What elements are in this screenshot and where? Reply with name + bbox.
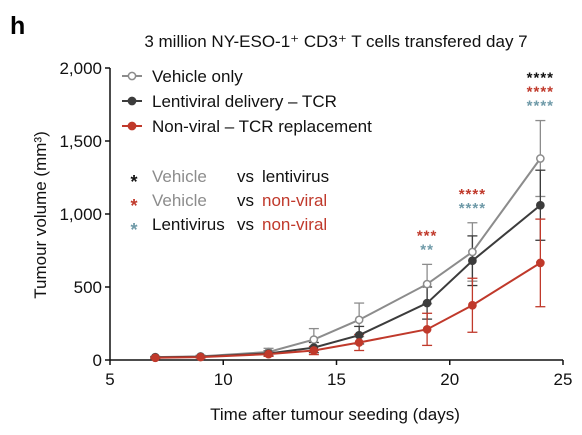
legend-label: Vehicle only	[152, 67, 243, 86]
data-point	[536, 154, 545, 163]
error-bars	[150, 119, 546, 360]
significance-stars: ***	[417, 227, 438, 244]
significance-key-star: *	[130, 172, 137, 192]
data-point	[536, 258, 545, 268]
series-line	[155, 262, 541, 359]
data-point	[468, 247, 477, 257]
data-point	[468, 256, 477, 266]
data-point	[422, 324, 432, 334]
significance-key-group-a: Lentivirus	[152, 215, 225, 234]
significance-key-group-b: lentivirus	[262, 167, 329, 186]
significance-key-star: *	[130, 220, 137, 240]
y-axis-label: Tumour volume (mm³)	[31, 131, 50, 299]
legend-label: Lentiviral delivery – TCR	[152, 92, 337, 111]
x-axis-label: Time after tumour seeding (days)	[210, 405, 460, 424]
legend-label: Non-viral – TCR replacement	[152, 117, 372, 136]
significance-stars: ****	[527, 84, 554, 101]
significance-key-group-b: non-viral	[262, 215, 327, 234]
x-tick-label: 10	[214, 370, 233, 389]
significance-key-vs: vs	[237, 167, 254, 186]
data-point	[422, 279, 432, 289]
significance-key-group-a: Vehicle	[152, 167, 207, 186]
significance-key-star: *	[130, 196, 137, 216]
significance-key-vs: vs	[237, 191, 254, 210]
significance-stars: ****	[459, 186, 486, 203]
significance-stars: ****	[459, 200, 486, 217]
legend-swatch-marker	[127, 96, 137, 106]
series-lines	[155, 157, 542, 359]
data-point	[354, 315, 364, 325]
data-point	[150, 353, 160, 363]
panel-label: h	[10, 12, 25, 40]
x-tick-label: 20	[440, 370, 459, 389]
data-point	[422, 298, 432, 308]
data-point	[309, 335, 319, 344]
x-tick-label: 15	[327, 370, 346, 389]
data-point	[468, 300, 477, 310]
x-tick-label: 25	[554, 370, 573, 389]
significance-stars: ****	[527, 98, 554, 115]
data-point	[536, 200, 545, 210]
data-point	[264, 349, 273, 359]
legend: Vehicle only Lentiviral delivery – TCR Non…	[122, 67, 372, 136]
data-point	[354, 330, 364, 340]
significance-key: * Vehicle vs lentivirus * Vehicle vs non-viral *…	[130, 167, 329, 240]
y-tick-label: 500	[74, 278, 102, 297]
y-tick-label: 1,000	[59, 205, 102, 224]
significance-annotations: *************************	[417, 70, 554, 259]
significance-key-group-a: Vehicle	[152, 191, 207, 210]
y-tick-label: 2,000	[59, 59, 102, 78]
data-point	[309, 346, 319, 355]
significance-key-group-b: non-viral	[262, 191, 327, 210]
data-point	[354, 338, 364, 347]
data-point	[196, 352, 205, 362]
axes: 5 10 15 20 25 0 500 1,000 1,500 2,000	[59, 59, 572, 389]
significance-stars: **	[420, 241, 434, 258]
legend-swatch-marker	[127, 121, 137, 131]
chart-title: 3 million NY-ESO-1⁺ CD3⁺ T cells transfe…	[144, 32, 527, 51]
y-tick-label: 1,500	[59, 132, 102, 151]
significance-stars: ****	[527, 70, 554, 87]
y-tick-label: 0	[93, 351, 102, 370]
data-points	[150, 154, 545, 363]
legend-swatch-marker	[127, 71, 137, 81]
significance-key-vs: vs	[237, 215, 254, 234]
x-tick-label: 5	[105, 370, 114, 389]
